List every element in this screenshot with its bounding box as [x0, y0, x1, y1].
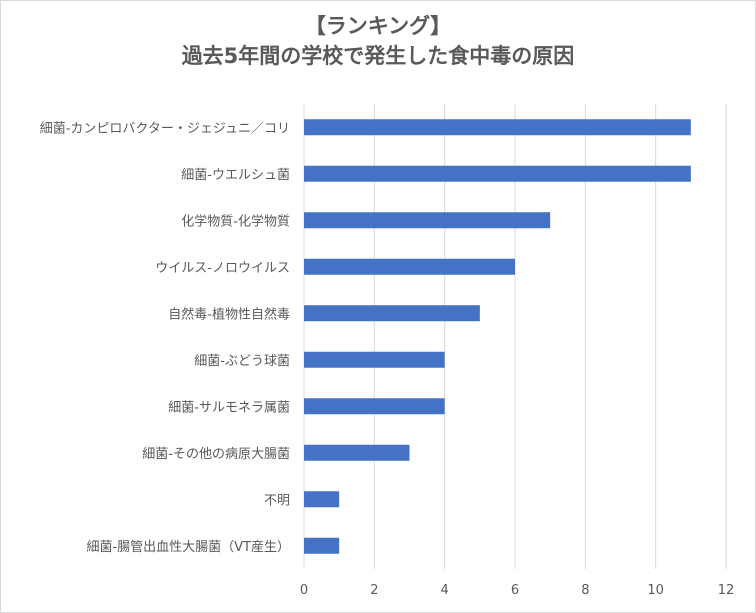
- bar: [304, 398, 445, 415]
- category-label: 細菌-腸管出血性大腸菌（VT産生）: [86, 539, 290, 555]
- bar: [304, 305, 480, 322]
- category-label: 細菌-ウエルシュ菌: [181, 168, 290, 183]
- category-label: 細菌-カンピロバクター・ジェジュニ／コリ: [40, 121, 290, 136]
- bar: [304, 491, 340, 508]
- x-tick-label: 10: [647, 583, 664, 598]
- x-tick-label: 8: [581, 583, 589, 598]
- bar: [304, 165, 691, 182]
- x-tick-label: 0: [300, 583, 308, 598]
- x-tick-label: 6: [511, 583, 519, 598]
- bar: [304, 351, 445, 368]
- category-label: 細菌-その他の病原大腸菌: [142, 447, 290, 462]
- x-tick-label: 12: [718, 583, 735, 598]
- bar: [304, 212, 551, 229]
- category-label: 自然毒-植物性自然毒: [168, 306, 290, 322]
- category-label: 細菌-ぶどう球菌: [194, 354, 290, 369]
- category-axis-labels: 細菌-カンピロバクター・ジェジュニ／コリ細菌-ウエルシュ菌化学物質-化学物質ウイ…: [40, 121, 290, 555]
- bar-series: [304, 119, 691, 554]
- value-axis-tick-labels: 0 2 4 6 8 10 12: [300, 583, 734, 598]
- category-label: ウイルス-ノロウイルス: [155, 261, 290, 276]
- bar: [304, 444, 410, 461]
- category-label: 化学物質-化学物質: [181, 213, 290, 229]
- bar: [304, 537, 340, 554]
- chart-title: 【ランキング】: [304, 14, 452, 38]
- x-tick-label: 4: [441, 583, 449, 598]
- x-tick-label: 2: [370, 583, 378, 598]
- bar: [304, 119, 691, 136]
- category-label: 不明: [264, 493, 290, 508]
- category-label: 細菌-サルモネラ属菌: [168, 400, 290, 415]
- chart-subtitle: 過去5年間の学校で発生した食中毒の原因: [181, 44, 575, 68]
- bar: [304, 258, 515, 275]
